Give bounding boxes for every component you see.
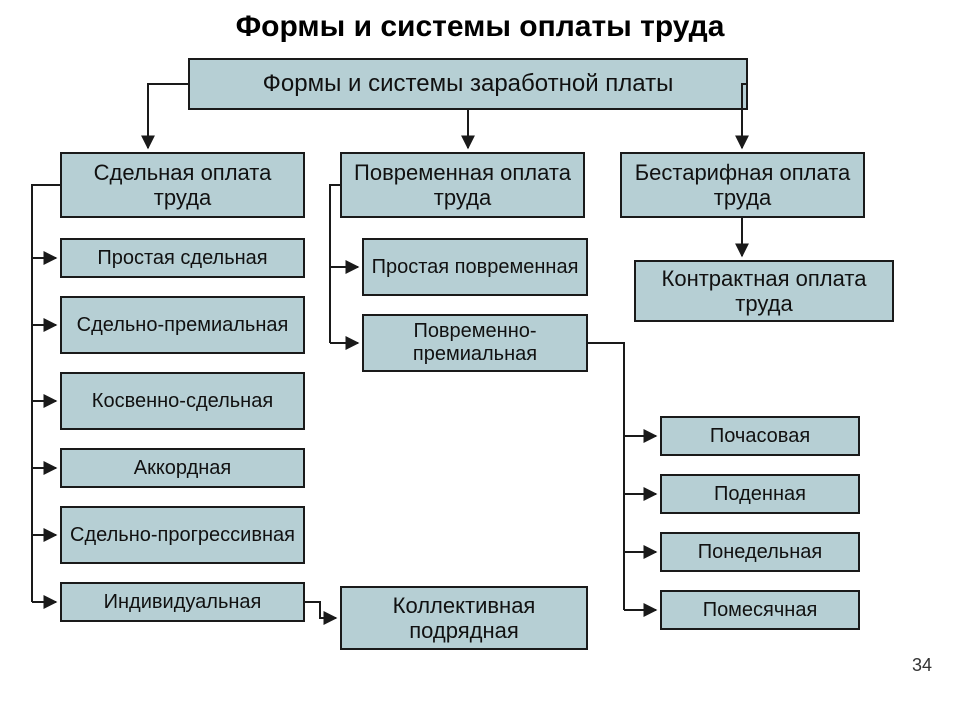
page-number: 34 [912,655,932,676]
node-bottom: Коллективная подрядная [340,586,588,650]
node-c1_6: Индивидуальная [60,582,305,622]
node-c1_1: Простая сдельная [60,238,305,278]
node-r_1: Почасовая [660,416,860,456]
node-c1_5: Сдельно-прогрессивная [60,506,305,564]
node-col3_head: Бестарифная оплата труда [620,152,865,218]
node-c1_4: Аккордная [60,448,305,488]
node-col2_head: Повременная оплата труда [340,152,585,218]
node-root: Формы и системы заработной платы [188,58,748,110]
node-r_2: Поденная [660,474,860,514]
node-c2_1: Простая повременная [362,238,588,296]
node-c3_1: Контрактная оплата труда [634,260,894,322]
node-c1_3: Косвенно-сдельная [60,372,305,430]
node-c1_2: Сдельно-премиальная [60,296,305,354]
node-r_3: Понедельная [660,532,860,572]
node-r_4: Помесячная [660,590,860,630]
diagram-title: Формы и системы оплаты труда [0,10,960,44]
node-c2_2: Повременно-премиальная [362,314,588,372]
node-col1_head: Сдельная оплата труда [60,152,305,218]
